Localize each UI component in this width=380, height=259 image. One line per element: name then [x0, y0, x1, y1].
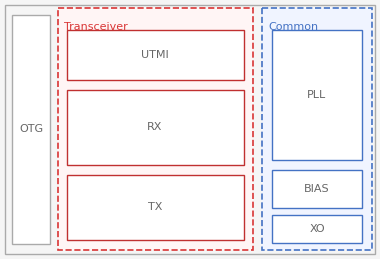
Text: BIAS: BIAS [304, 184, 330, 194]
Text: UTMI: UTMI [141, 50, 169, 60]
Bar [67, 90, 244, 165]
Text: OTG: OTG [19, 124, 43, 134]
Bar [272, 30, 362, 160]
Bar [67, 30, 244, 80]
Bar [67, 175, 244, 240]
Bar [262, 8, 372, 250]
Text: Transceiver: Transceiver [64, 22, 128, 32]
Bar [272, 170, 362, 208]
Bar [58, 8, 253, 250]
Text: Common: Common [268, 22, 318, 32]
Bar [12, 15, 50, 244]
Text: RX: RX [147, 122, 163, 132]
Bar [272, 215, 362, 243]
Text: TX: TX [148, 202, 162, 212]
Text: XO: XO [309, 224, 325, 234]
Text: PLL: PLL [307, 90, 327, 100]
